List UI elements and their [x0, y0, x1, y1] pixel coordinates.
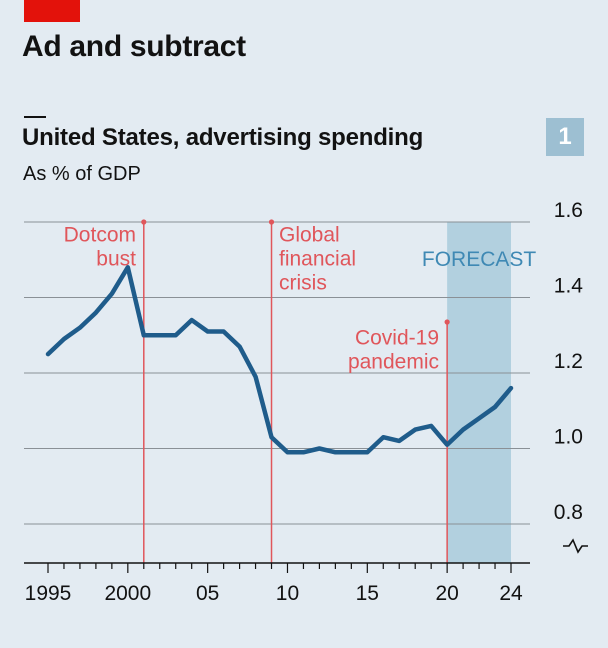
data-point	[62, 337, 66, 341]
chart-subtitle: As % of GDP	[23, 163, 141, 185]
data-point	[493, 405, 497, 409]
data-point	[381, 435, 385, 439]
data-point	[397, 439, 401, 443]
data-point	[429, 424, 433, 428]
data-point	[317, 446, 321, 450]
data-point	[349, 450, 353, 454]
x-tick-label: 15	[356, 582, 379, 605]
headline: Ad and subtract	[22, 30, 246, 63]
event-label: financial	[279, 247, 356, 270]
data-point	[333, 450, 337, 454]
data-point	[445, 443, 449, 447]
data-point	[301, 450, 305, 454]
data-point	[205, 329, 209, 333]
event-dot	[141, 219, 147, 225]
data-point	[253, 375, 257, 379]
data-point	[94, 310, 98, 314]
chart-number-badge: 1	[546, 118, 584, 156]
data-point	[46, 352, 50, 356]
data-point	[110, 292, 114, 296]
chart-title: United States, advertising spending	[22, 124, 424, 151]
data-point	[174, 333, 178, 337]
event-label: bust	[96, 247, 136, 270]
x-tick-label: 10	[276, 582, 299, 605]
series-line	[45, 265, 514, 455]
data-point	[221, 329, 225, 333]
data-point	[285, 450, 289, 454]
x-tick-label: 2000	[104, 582, 151, 605]
x-tick-label: 05	[196, 582, 219, 605]
y-tick-label: 1.6	[554, 199, 583, 222]
axis-break-icon	[563, 538, 588, 554]
event-label: Dotcom	[64, 223, 136, 246]
event-label: Covid-19	[355, 326, 439, 349]
data-point	[189, 318, 193, 322]
event-label: Global	[279, 223, 340, 246]
data-point	[509, 386, 513, 390]
data-point	[142, 333, 146, 337]
event-dot	[268, 219, 275, 225]
event-label: crisis	[279, 271, 327, 294]
data-point	[78, 326, 82, 330]
data-point	[126, 265, 130, 269]
data-point	[461, 427, 465, 431]
x-tick-label: 1995	[25, 582, 72, 605]
y-tick-label: 0.8	[554, 501, 583, 524]
x-tick-label: 24	[499, 582, 523, 605]
x-tick-label: 20	[435, 582, 458, 605]
data-point	[237, 344, 241, 348]
data-point	[365, 450, 369, 454]
event-label: pandemic	[348, 350, 439, 373]
y-tick-label: 1.4	[554, 275, 584, 298]
brand-red-tab	[24, 0, 80, 22]
title-rule	[24, 116, 46, 118]
forecast-region	[447, 222, 511, 563]
y-tick-label: 1.0	[554, 426, 583, 449]
forecast-label: FORECAST	[422, 248, 537, 271]
data-point	[158, 333, 162, 337]
event-dot	[444, 319, 450, 325]
data-point	[477, 416, 481, 420]
data-point	[413, 427, 417, 431]
y-tick-label: 1.2	[554, 350, 583, 373]
data-point	[269, 435, 273, 439]
